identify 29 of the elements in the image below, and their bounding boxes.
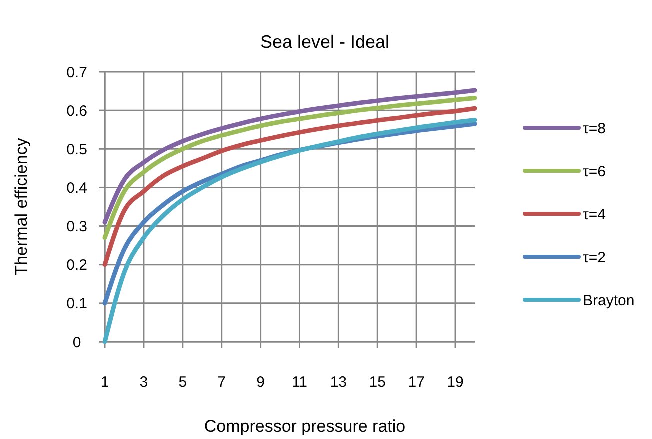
y-tick-label: 0.3 bbox=[66, 218, 88, 236]
line-series bbox=[102, 88, 478, 225]
y-tick-label: 0.5 bbox=[66, 141, 88, 158]
y-axis-title: Thermal efficiency bbox=[12, 138, 31, 276]
line-series bbox=[102, 96, 478, 240]
x-tick-label: 3 bbox=[140, 374, 148, 391]
x-tick-label: 9 bbox=[256, 374, 265, 391]
x-tick-label: 1 bbox=[100, 374, 110, 391]
x-tick-label: 13 bbox=[330, 374, 348, 391]
x-tick-label: 5 bbox=[178, 374, 188, 391]
y-tick-label: 0 bbox=[72, 334, 82, 352]
y-tick-label: 0.7 bbox=[66, 64, 88, 82]
legend-label: τ=8 bbox=[583, 120, 606, 138]
x-tick-label: 15 bbox=[369, 374, 386, 391]
y-tick-label: 0.1 bbox=[66, 296, 88, 313]
y-tick-label: 0.6 bbox=[66, 102, 88, 120]
legend-label: τ=6 bbox=[583, 163, 606, 180]
chart-title: Sea level - Ideal bbox=[260, 32, 390, 52]
x-tick-label: 19 bbox=[447, 374, 464, 391]
x-axis-title: Compressor pressure ratio bbox=[204, 417, 406, 436]
line-series bbox=[102, 106, 478, 268]
legend-label: τ=2 bbox=[583, 249, 606, 266]
y-tick-label: 0.4 bbox=[66, 180, 88, 197]
legend-label: Brayton bbox=[583, 292, 635, 310]
y-tick-label: 0.2 bbox=[66, 257, 88, 274]
x-tick-label: 11 bbox=[292, 374, 308, 391]
x-tick-label: 7 bbox=[218, 374, 226, 391]
x-tick-label: 17 bbox=[408, 374, 425, 391]
legend-label: τ=4 bbox=[583, 206, 606, 224]
